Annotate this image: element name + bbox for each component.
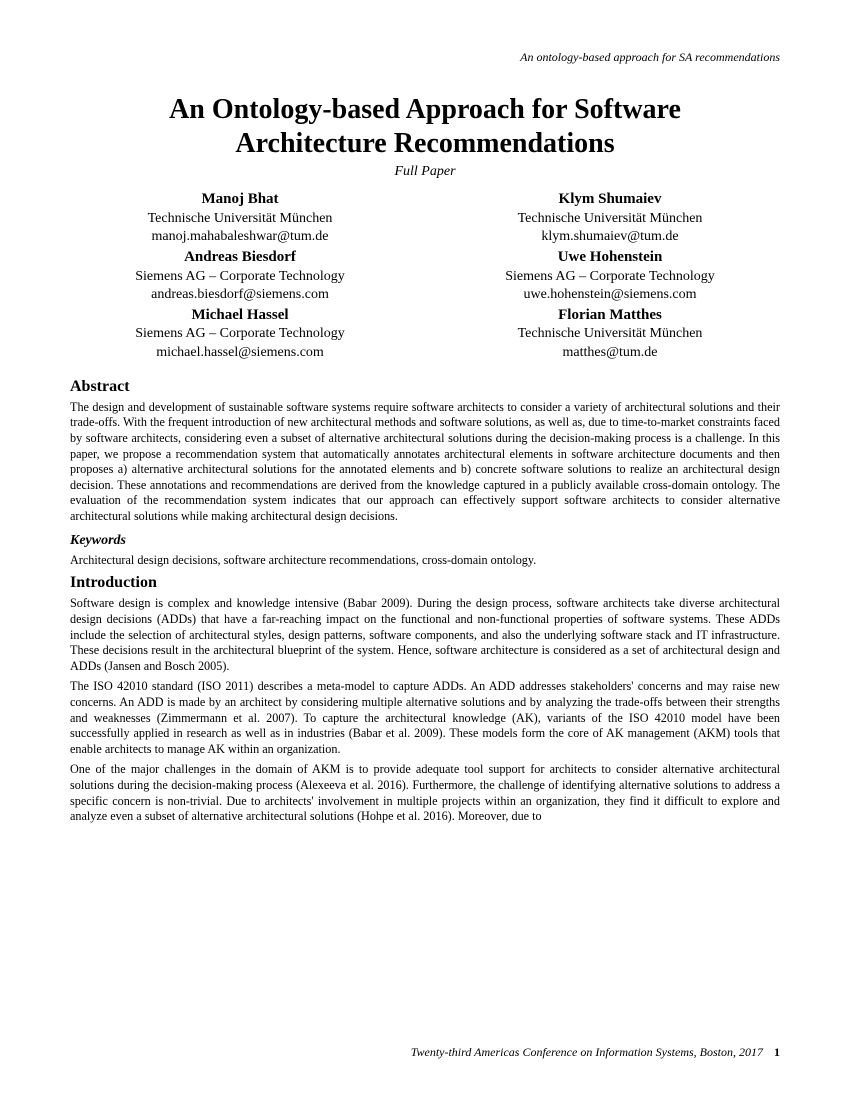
paper-subtitle: Full Paper	[70, 164, 780, 180]
author-entry: Manoj Bhat Technische Universität Münche…	[85, 190, 395, 246]
author-email: uwe.hohenstein@siemens.com	[455, 286, 765, 304]
author-email: klym.shumaiev@tum.de	[455, 228, 765, 246]
authors-left-column: Manoj Bhat Technische Universität Münche…	[85, 190, 395, 364]
page-footer: Twenty-third Americas Conference on Info…	[411, 1045, 780, 1060]
author-name: Michael Hassel	[85, 306, 395, 326]
authors-right-column: Klym Shumaiev Technische Universität Mün…	[455, 190, 765, 364]
author-name: Klym Shumaiev	[455, 190, 765, 210]
running-head: An ontology-based approach for SA recomm…	[70, 50, 780, 65]
intro-paragraph-1: Software design is complex and knowledge…	[70, 596, 780, 674]
author-affiliation: Technische Universität München	[455, 325, 765, 343]
author-affiliation: Siemens AG – Corporate Technology	[85, 325, 395, 343]
page-number: 1	[774, 1045, 780, 1059]
author-email: andreas.biesdorf@siemens.com	[85, 286, 395, 304]
authors-block: Manoj Bhat Technische Universität Münche…	[70, 190, 780, 364]
introduction-heading: Introduction	[70, 574, 780, 592]
abstract-body: The design and development of sustainabl…	[70, 400, 780, 525]
abstract-heading: Abstract	[70, 378, 780, 396]
author-entry: Andreas Biesdorf Siemens AG – Corporate …	[85, 248, 395, 304]
footer-venue: Twenty-third Americas Conference on Info…	[411, 1045, 763, 1059]
intro-paragraph-2: The ISO 42010 standard (ISO 2011) descri…	[70, 679, 780, 757]
author-affiliation: Technische Universität München	[455, 210, 765, 228]
author-email: matthes@tum.de	[455, 344, 765, 362]
title-line-2: Architecture Recommendations	[235, 128, 614, 159]
author-affiliation: Siemens AG – Corporate Technology	[85, 268, 395, 286]
keywords-heading: Keywords	[70, 533, 780, 549]
author-entry: Florian Matthes Technische Universität M…	[455, 306, 765, 362]
author-email: michael.hassel@siemens.com	[85, 344, 395, 362]
author-affiliation: Technische Universität München	[85, 210, 395, 228]
author-entry: Klym Shumaiev Technische Universität Mün…	[455, 190, 765, 246]
paper-title: An Ontology-based Approach for Software …	[70, 93, 780, 160]
author-entry: Michael Hassel Siemens AG – Corporate Te…	[85, 306, 395, 362]
title-line-1: An Ontology-based Approach for Software	[169, 94, 681, 125]
keywords-body: Architectural design decisions, software…	[70, 553, 780, 569]
author-email: manoj.mahabaleshwar@tum.de	[85, 228, 395, 246]
author-entry: Uwe Hohenstein Siemens AG – Corporate Te…	[455, 248, 765, 304]
author-name: Manoj Bhat	[85, 190, 395, 210]
author-name: Andreas Biesdorf	[85, 248, 395, 268]
intro-paragraph-3: One of the major challenges in the domai…	[70, 762, 780, 824]
author-name: Florian Matthes	[455, 306, 765, 326]
author-name: Uwe Hohenstein	[455, 248, 765, 268]
author-affiliation: Siemens AG – Corporate Technology	[455, 268, 765, 286]
